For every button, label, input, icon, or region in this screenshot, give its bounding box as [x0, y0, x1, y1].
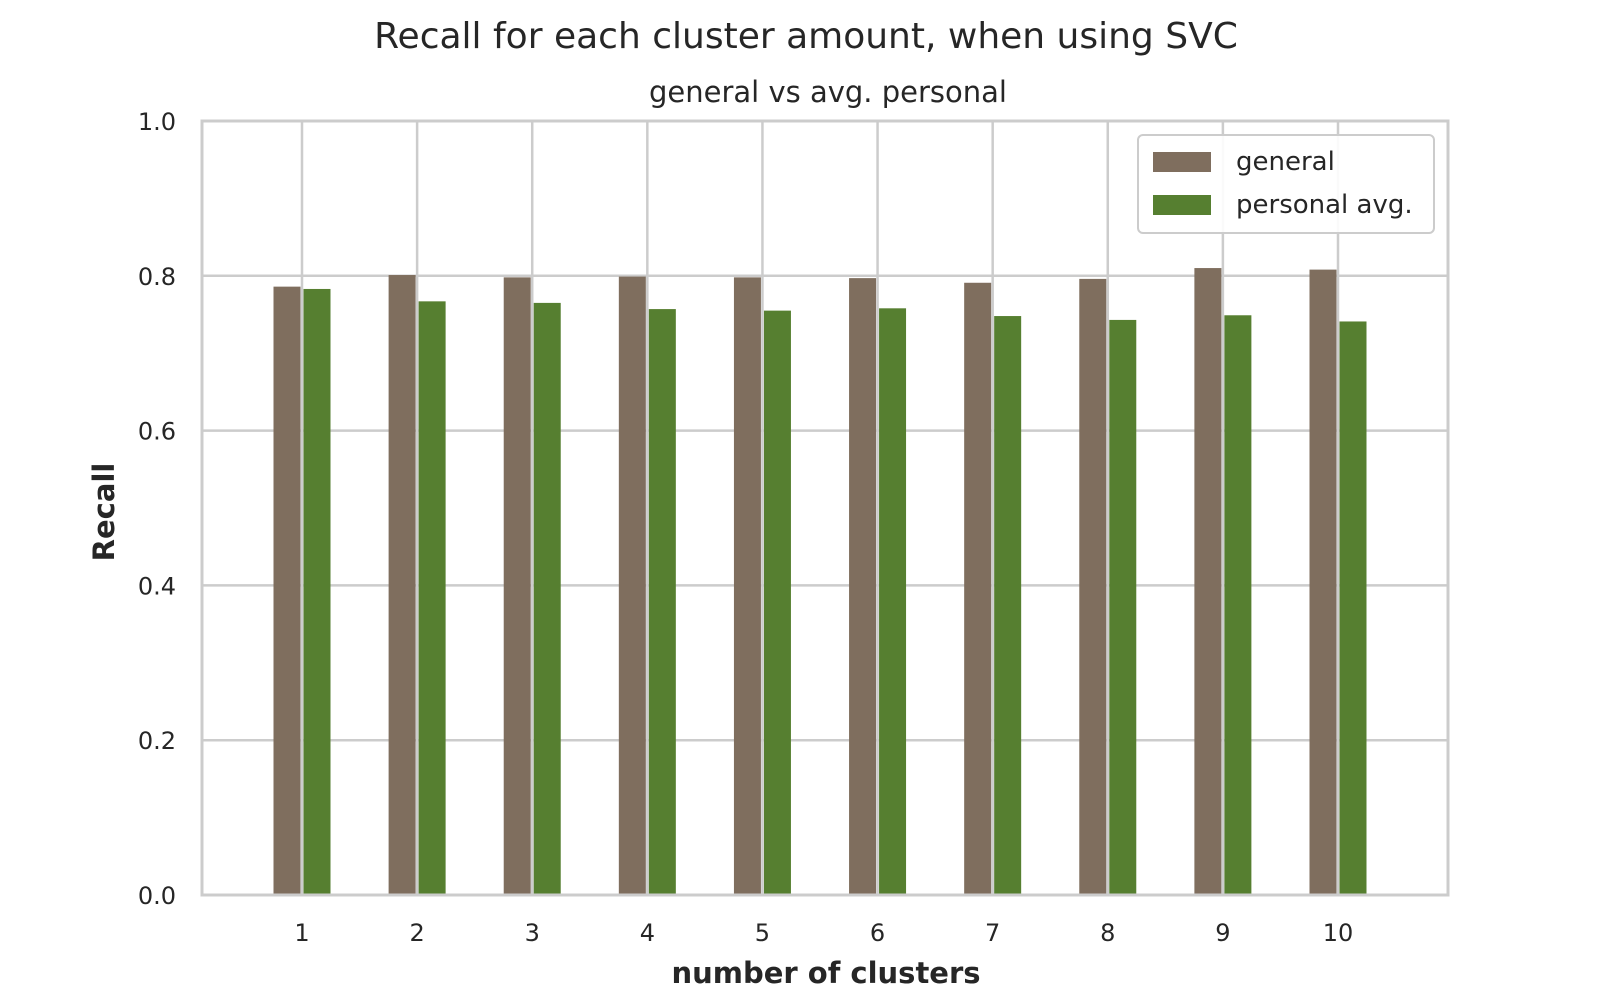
- x-tick-label: 3: [525, 919, 540, 947]
- legend-box: [1137, 134, 1435, 234]
- bar-general-8: [1079, 278, 1107, 895]
- legend-swatch-general: [1153, 152, 1211, 172]
- x-tick-label: 9: [1215, 919, 1230, 947]
- x-tick-label: 1: [294, 919, 309, 947]
- bar-personal-avg-1: [303, 288, 331, 895]
- bar-general-10: [1309, 269, 1337, 895]
- x-tick-label: 8: [1100, 919, 1115, 947]
- x-axis-ticks: 1 2 3 4 5 6 7 8 9 10: [294, 919, 1353, 947]
- y-axis-ticks: 0.0 0.2 0.4 0.6 0.8 1.0: [138, 108, 176, 910]
- x-tick-label: 6: [870, 919, 885, 947]
- plot-frame: [200, 119, 1450, 897]
- x-tick-label: 7: [985, 919, 1000, 947]
- chart-title: Recall for each cluster amount, when usi…: [374, 16, 1238, 57]
- x-tick-label: 4: [640, 919, 655, 947]
- bars: [273, 268, 1367, 896]
- bar-personal-avg-7: [994, 316, 1022, 896]
- legend-swatch-personal-avg: [1153, 195, 1211, 215]
- y-tick-label: 0.0: [138, 882, 176, 910]
- bar-personal-avg-6: [879, 308, 907, 896]
- x-axis-label: number of clusters: [671, 956, 980, 990]
- y-tick-label: 0.4: [138, 572, 176, 600]
- y-tick-label: 0.6: [138, 418, 176, 446]
- bar-personal-avg-4: [648, 309, 676, 895]
- y-tick-label: 1.0: [138, 108, 176, 136]
- bar-personal-avg-10: [1339, 321, 1367, 895]
- bar-general-5: [733, 277, 761, 895]
- bar-personal-avg-5: [763, 310, 791, 895]
- bar-general-9: [1194, 268, 1222, 895]
- bar-general-2: [388, 275, 416, 895]
- bar-personal-avg-9: [1224, 315, 1252, 895]
- bar-personal-avg-3: [533, 302, 561, 895]
- x-tick-label: 5: [755, 919, 770, 947]
- legend-label-personal-avg: personal avg.: [1236, 190, 1413, 220]
- bar-personal-avg-8: [1109, 319, 1137, 896]
- y-tick-label: 0.8: [138, 263, 176, 291]
- bar-general-3: [503, 277, 531, 895]
- chart-subtitle: general vs avg. personal: [649, 75, 1007, 109]
- y-tick-label: 0.2: [138, 727, 176, 755]
- bar-general-6: [849, 278, 877, 895]
- y-axis-label: Recall: [87, 463, 121, 562]
- x-tick-label: 2: [409, 919, 424, 947]
- bar-general-1: [273, 286, 301, 895]
- bar-general-7: [964, 282, 992, 895]
- x-tick-label: 10: [1323, 919, 1354, 947]
- bar-personal-avg-2: [418, 301, 446, 895]
- legend: general personal avg.: [1137, 134, 1435, 234]
- legend-label-general: general: [1236, 147, 1335, 177]
- bar-general-4: [618, 276, 646, 896]
